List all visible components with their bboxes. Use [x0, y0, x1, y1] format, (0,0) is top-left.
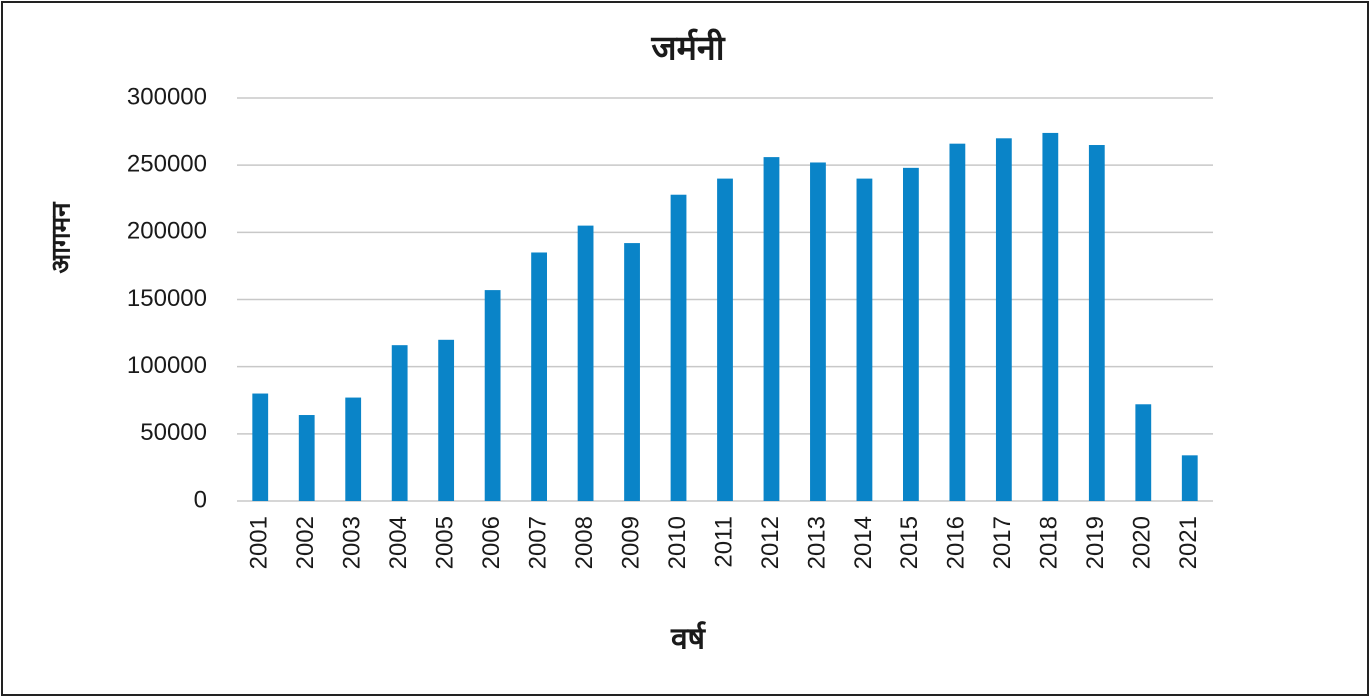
x-tick-label: 2018 [1036, 516, 1063, 569]
x-tick-label: 2006 [478, 516, 505, 569]
bar [531, 252, 547, 501]
bar [1135, 404, 1152, 501]
bar [856, 178, 873, 501]
bar [1181, 455, 1198, 501]
x-tick-label: 2012 [757, 516, 784, 569]
bar [438, 339, 455, 501]
y-tick-label: 50000 [140, 419, 207, 446]
bar [949, 143, 966, 501]
x-tick-label: 2015 [896, 516, 923, 569]
x-tick-label: 2002 [292, 516, 319, 569]
bar [624, 243, 640, 501]
y-tick-label: 300000 [127, 83, 207, 110]
bar [391, 345, 408, 501]
y-tick-label: 200000 [127, 218, 207, 245]
bar [763, 157, 780, 501]
bar [903, 167, 919, 501]
bar [810, 162, 826, 502]
bar [1088, 145, 1105, 501]
y-tick-label: 250000 [127, 151, 207, 178]
bar [252, 393, 269, 501]
x-tick-label: 2019 [1082, 516, 1109, 569]
x-tick-label: 2010 [664, 516, 691, 569]
x-tick-label: 2016 [943, 516, 970, 569]
bar [484, 290, 501, 501]
y-axis-label: आगमन [47, 201, 77, 274]
bar [345, 397, 362, 501]
x-tick-label: 2007 [524, 516, 551, 569]
bar [298, 415, 315, 501]
chart-title: जर्मनी [650, 28, 725, 69]
x-tick-label: 2005 [431, 516, 458, 569]
bar [670, 194, 687, 501]
y-tick-label: 150000 [127, 285, 207, 312]
x-tick-label: 2020 [1129, 516, 1156, 569]
x-tick-label: 2014 [850, 516, 877, 569]
x-tick-label: 2008 [571, 516, 598, 569]
bar [717, 178, 733, 501]
x-tick-label: 2013 [803, 516, 830, 569]
bar [577, 225, 594, 501]
x-tick-label: 2021 [1175, 516, 1202, 569]
x-tick-label: 2009 [617, 516, 644, 569]
y-tick-label: 0 [194, 486, 207, 513]
x-tick-label: 2011 [710, 516, 737, 568]
x-tick-label: 2001 [246, 516, 273, 569]
y-tick-label: 100000 [127, 352, 207, 379]
x-tick-label: 2017 [989, 516, 1016, 569]
x-tick-label: 2003 [339, 516, 366, 569]
bar [1042, 132, 1059, 501]
x-axis-label: वर्ष [670, 621, 707, 657]
x-tick-label: 2004 [385, 516, 412, 569]
bar [995, 138, 1012, 502]
